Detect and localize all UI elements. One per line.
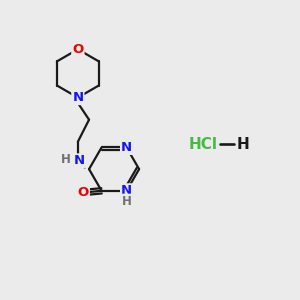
Text: H: H (122, 195, 131, 208)
Text: N: N (121, 141, 132, 154)
Text: H: H (61, 153, 70, 166)
Text: H: H (236, 136, 249, 152)
Text: HCl: HCl (188, 136, 218, 152)
Text: O: O (72, 43, 83, 56)
Text: O: O (78, 186, 89, 199)
Text: N: N (74, 154, 85, 167)
Text: N: N (72, 91, 83, 104)
Text: N: N (121, 184, 132, 197)
